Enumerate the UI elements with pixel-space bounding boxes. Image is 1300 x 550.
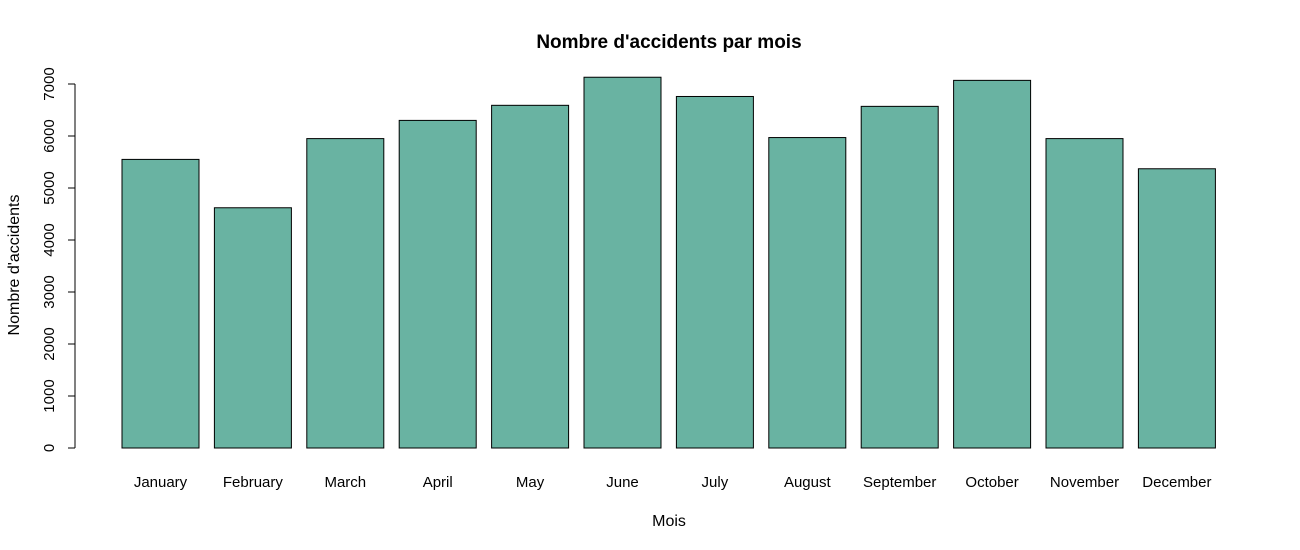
x-tick-label: January	[134, 474, 188, 491]
y-tick-label: 1000	[41, 379, 58, 412]
x-tick-label: October	[965, 474, 1018, 491]
x-tick-labels: January February March April May June July Augu…	[134, 474, 1212, 491]
bar-july	[675, 95, 754, 449]
x-tick-label: May	[516, 474, 545, 491]
bar-january	[121, 158, 200, 449]
x-tick-label: August	[784, 474, 832, 491]
y-tick-label: 2000	[41, 327, 58, 360]
x-tick-label: November	[1050, 474, 1119, 491]
x-tick-label: June	[606, 474, 639, 491]
chart-title: Nombre d'accidents par mois	[536, 32, 801, 53]
bar-december	[1137, 168, 1216, 449]
bar-march	[306, 138, 385, 449]
x-axis-label: Mois	[652, 513, 686, 530]
x-tick-label: March	[324, 474, 366, 491]
x-tick-label: September	[863, 474, 936, 491]
y-tick-label: 4000	[41, 223, 58, 256]
bar-april	[398, 119, 477, 449]
bars-group	[121, 76, 1216, 449]
y-tick-label: 0	[41, 444, 58, 452]
x-tick-label: July	[702, 474, 729, 491]
y-tick-label: 6000	[41, 119, 58, 152]
bar-february	[213, 207, 292, 449]
y-axis: 0 1000 2000 3000 4000 5000 6000 7000	[41, 67, 76, 452]
y-axis-label: Nombre d'accidents	[6, 195, 23, 336]
y-tick-label: 3000	[41, 275, 58, 308]
bar-september	[860, 105, 939, 449]
x-tick-label: April	[423, 474, 453, 491]
x-tick-label: December	[1142, 474, 1211, 491]
bar-may	[491, 104, 570, 449]
bar-august	[768, 137, 847, 449]
y-tick-label: 5000	[41, 171, 58, 204]
bar-june	[583, 76, 662, 449]
y-tick-label: 7000	[41, 67, 58, 100]
bar-november	[1045, 138, 1124, 449]
x-tick-label: February	[223, 474, 284, 491]
bar-october	[953, 79, 1032, 449]
